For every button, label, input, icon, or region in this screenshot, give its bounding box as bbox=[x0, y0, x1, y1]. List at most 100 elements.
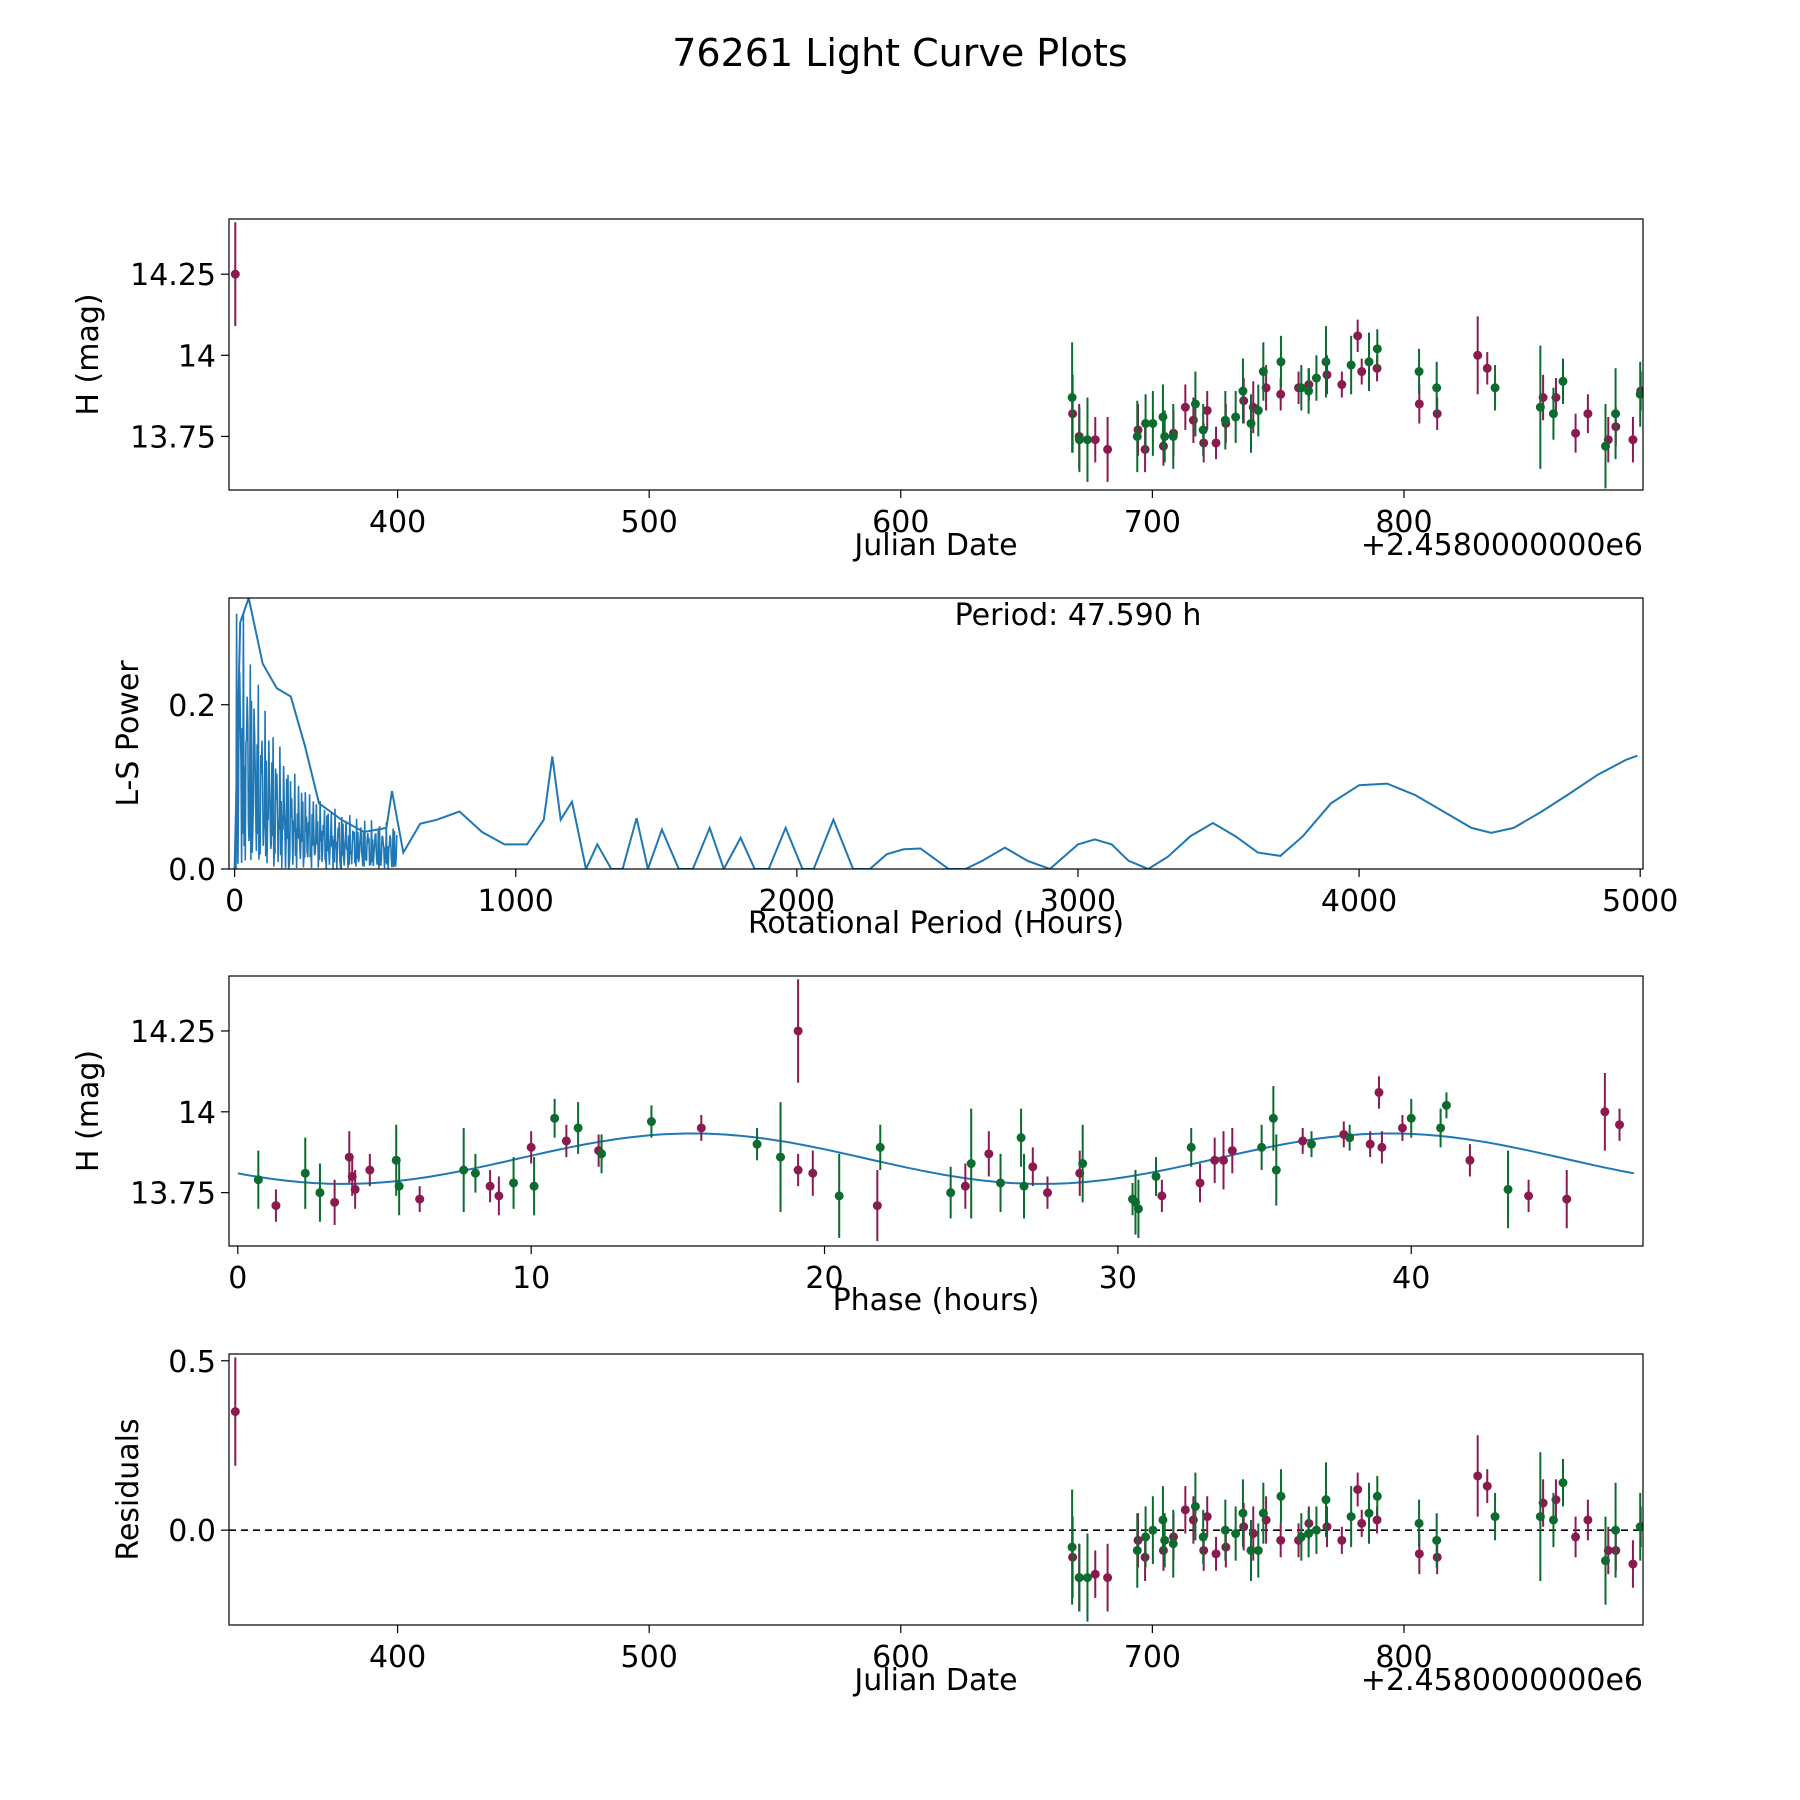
data-point bbox=[1188, 1515, 1198, 1525]
data-point bbox=[253, 1175, 263, 1185]
y-tick-label: 14.25 bbox=[130, 258, 216, 293]
data-point bbox=[1535, 402, 1545, 412]
light-curve-panel: Julian Date H (mag) +2.4580000000e6 400 5… bbox=[71, 218, 1644, 563]
data-point bbox=[1406, 1113, 1416, 1123]
residuals-panel: Julian Date Residuals +2.4580000000e6 40… bbox=[111, 1345, 1644, 1698]
axes-frame bbox=[228, 975, 1644, 1247]
data-point bbox=[1103, 1573, 1113, 1583]
data-point bbox=[1611, 409, 1621, 419]
data-point bbox=[1372, 344, 1382, 354]
data-point bbox=[1168, 1539, 1178, 1549]
data-point bbox=[1132, 1545, 1142, 1555]
data-point bbox=[1562, 1194, 1572, 1204]
data-point bbox=[1190, 1501, 1200, 1511]
data-point bbox=[1611, 1525, 1621, 1535]
data-point bbox=[946, 1188, 956, 1198]
data-point bbox=[1202, 1512, 1212, 1522]
data-point bbox=[1271, 1165, 1281, 1175]
phase-panel: Phase (hours) H (mag) 0 10 20 30 40 13.75 14 14… bbox=[71, 975, 1644, 1318]
y-axis-label: Residuals bbox=[111, 1418, 146, 1560]
data-point bbox=[1583, 1515, 1593, 1525]
x-offset-text: +2.4580000000e6 bbox=[1361, 1663, 1643, 1698]
data-point bbox=[330, 1197, 340, 1207]
data-point bbox=[1432, 1535, 1442, 1545]
data-point bbox=[1296, 383, 1306, 393]
data-point bbox=[1337, 1535, 1347, 1545]
data-point bbox=[1321, 1495, 1331, 1505]
data-point bbox=[315, 1188, 325, 1198]
axes-frame bbox=[228, 597, 1644, 870]
data-point bbox=[1188, 415, 1198, 425]
data-point bbox=[1195, 1178, 1205, 1188]
data-point bbox=[1490, 383, 1500, 393]
x-tick-label: 800 bbox=[1375, 1640, 1432, 1675]
periodogram-short-period-peaks bbox=[235, 612, 398, 869]
data-point bbox=[1364, 357, 1374, 367]
x-axis-label: Julian Date bbox=[852, 1663, 1017, 1698]
data-point bbox=[872, 1201, 882, 1211]
data-point bbox=[1231, 1529, 1241, 1539]
data-point bbox=[793, 1165, 803, 1175]
data-point bbox=[1158, 412, 1168, 422]
data-point bbox=[1168, 431, 1178, 441]
data-point bbox=[1257, 1142, 1267, 1152]
figure-title: 76261 Light Curve Plots bbox=[672, 31, 1127, 75]
data-point bbox=[1246, 418, 1256, 428]
data-point bbox=[1337, 380, 1347, 390]
x-offset-text: +2.4580000000e6 bbox=[1361, 528, 1643, 563]
data-point bbox=[1473, 1471, 1483, 1481]
data-point bbox=[1548, 1515, 1558, 1525]
data-point bbox=[1346, 360, 1356, 370]
data-point bbox=[1180, 402, 1190, 412]
data-point bbox=[1357, 367, 1367, 377]
data-point bbox=[300, 1168, 310, 1178]
data-point bbox=[561, 1136, 571, 1146]
data-point bbox=[1090, 435, 1100, 445]
data-point bbox=[1276, 1491, 1286, 1501]
data-point bbox=[365, 1165, 375, 1175]
data-point bbox=[1186, 1142, 1196, 1152]
data-point bbox=[459, 1165, 469, 1175]
data-point bbox=[1246, 1545, 1256, 1555]
data-point bbox=[1158, 1515, 1168, 1525]
x-tick-label: 20 bbox=[805, 1261, 843, 1296]
periodogram-line bbox=[233, 598, 1638, 869]
data-point bbox=[485, 1181, 495, 1191]
data-point bbox=[1583, 409, 1593, 419]
y-tick-label: 13.75 bbox=[130, 1177, 216, 1212]
data-point bbox=[1364, 1508, 1374, 1518]
x-tick-label: 10 bbox=[512, 1261, 550, 1296]
x-tick-label: 1000 bbox=[478, 884, 554, 919]
data-point bbox=[1133, 1204, 1143, 1214]
data-point bbox=[1157, 1191, 1167, 1201]
axes-frame bbox=[228, 218, 1644, 491]
data-point bbox=[1571, 428, 1581, 438]
x-tick-label: 500 bbox=[621, 505, 678, 540]
data-point bbox=[1372, 1491, 1382, 1501]
model-curve bbox=[237, 1132, 1635, 1185]
data-point bbox=[230, 1407, 240, 1417]
data-point bbox=[1090, 1569, 1100, 1579]
data-point bbox=[1220, 415, 1230, 425]
y-axis-label: H (mag) bbox=[71, 1050, 106, 1172]
y-tick-label: 0.0 bbox=[168, 1514, 216, 1549]
data-point bbox=[1311, 373, 1321, 383]
data-point bbox=[1535, 1512, 1545, 1522]
data-point bbox=[875, 1142, 885, 1152]
data-point bbox=[1414, 399, 1424, 409]
data-point bbox=[597, 1149, 607, 1159]
data-point bbox=[350, 1184, 360, 1194]
data-point bbox=[1321, 357, 1331, 367]
data-point bbox=[1600, 1107, 1610, 1117]
data-point bbox=[793, 1026, 803, 1036]
data-point bbox=[1253, 1545, 1263, 1555]
data-point bbox=[1353, 1485, 1363, 1494]
x-tick-label: 0 bbox=[225, 884, 244, 919]
data-point bbox=[1322, 370, 1332, 380]
data-point bbox=[1082, 1573, 1092, 1583]
data-point bbox=[1374, 1087, 1384, 1097]
data-point bbox=[834, 1191, 844, 1201]
data-point bbox=[1276, 389, 1286, 399]
data-point bbox=[1042, 1188, 1052, 1198]
data-point bbox=[1148, 1525, 1158, 1535]
